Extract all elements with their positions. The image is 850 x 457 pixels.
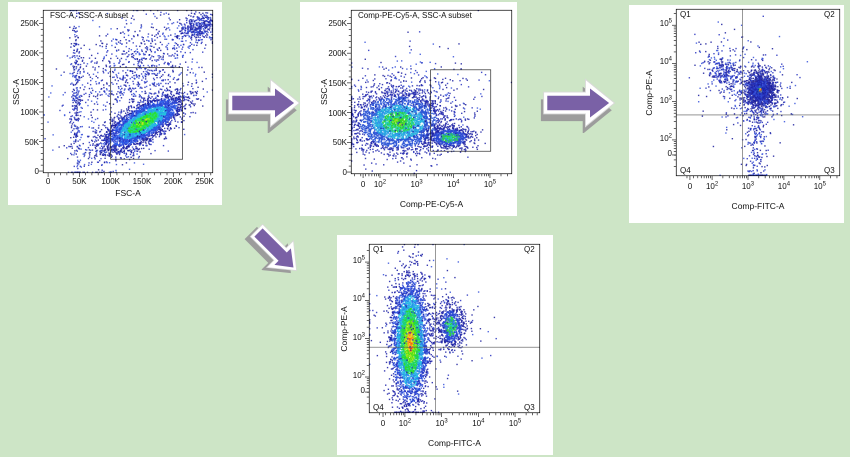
x-tick-label: 100K	[101, 177, 121, 186]
plot-panel-pecy5-ssc: Comp-PE-Cy5-A, SSC-A subset SSC-A Comp-P…	[300, 2, 517, 216]
x-axis-label: Comp-PE-Cy5-A	[399, 199, 464, 209]
y-axis-label: Comp-PE-A	[644, 69, 654, 116]
plot-title: Comp-PE-Cy5-A, SSC-A subset	[358, 11, 472, 20]
plot-title: FSC-A, SSC-A subset	[50, 11, 129, 20]
y-tick-label: 104	[659, 56, 672, 67]
workflow-arrow-right-1-icon	[225, 73, 305, 133]
y-tick-label: 100K	[20, 107, 39, 117]
quadrant-label-q2: Q2	[824, 10, 835, 19]
y-tick-label: 0	[667, 148, 672, 158]
plot-panel-fitc-pe-lower: Comp-PE-A Comp-FITC-A Q1 Q2 Q3 Q4 0 102 10…	[337, 235, 553, 455]
y-tick-label: 150K	[328, 78, 347, 88]
y-tick-label: 100K	[328, 108, 347, 118]
y-tick-label: 0	[34, 167, 39, 177]
y-tick-label: 104	[352, 293, 365, 304]
x-tick-label: 150K	[132, 177, 152, 186]
arrow-down-right-icon	[244, 223, 297, 274]
x-tick-label: 0	[380, 419, 386, 428]
x-tick-label: 0	[687, 182, 693, 191]
quadrant-label-q3: Q3	[824, 166, 835, 175]
x-tick-label: 103	[435, 418, 448, 428]
y-tick-label: 150K	[20, 78, 39, 88]
y-tick-label: 250K	[328, 19, 347, 29]
x-axis-label: Comp-FITC-A	[428, 438, 481, 448]
x-tick-label: 102	[398, 418, 412, 428]
x-tick-label: 104	[472, 418, 485, 428]
x-tick-label: 105	[508, 418, 522, 428]
workflow-arrow-right-2-icon	[540, 73, 620, 133]
y-tick-label: 105	[659, 18, 672, 29]
y-tick-label: 103	[659, 95, 672, 105]
x-tick-label: 104	[777, 181, 791, 191]
y-tick-label: 50K	[24, 137, 39, 147]
quadrant-label-q3: Q3	[524, 403, 535, 412]
quadrant-label-q2: Q2	[524, 245, 535, 254]
x-tick-label: 200K	[163, 177, 183, 186]
x-tick-label: 250K	[195, 177, 214, 186]
x-tick-label: 103	[741, 181, 755, 191]
plot-panel-fitc-pe-upper: Comp-PE-A Comp-FITC-A Q1 Q2 Q3 Q4 0 102 10…	[629, 5, 844, 223]
arrow-fill	[547, 88, 610, 118]
y-tick-label: 102	[352, 370, 365, 380]
y-tick-label: 200K	[20, 48, 39, 58]
quadrant-label-q1: Q1	[373, 245, 384, 254]
plot-panel-fsc-ssc: FSC-A, SSC-A subset SSC-A FSC-A 0 50K 100K…	[8, 2, 222, 205]
arrow-fill	[232, 88, 295, 118]
y-tick-label: 250K	[20, 19, 39, 29]
x-tick-label: 0	[360, 180, 366, 189]
scatter-plot-canvas[interactable]	[300, 2, 517, 216]
arrow-right-icon	[540, 78, 616, 133]
y-tick-label: 105	[352, 255, 365, 266]
arrow-right-icon	[225, 78, 301, 133]
y-tick-label: 50K	[332, 138, 347, 148]
quadrant-label-q4: Q4	[373, 403, 384, 412]
x-axis-label: Comp-FITC-A	[731, 201, 785, 211]
x-tick-label: 0	[45, 177, 51, 186]
y-tick-label: 200K	[328, 49, 347, 59]
quadrant-label-q4: Q4	[680, 166, 691, 175]
x-axis-label: FSC-A	[115, 188, 141, 198]
quadrant-label-q1: Q1	[680, 10, 691, 19]
x-tick-label: 50K	[72, 177, 87, 186]
scatter-plot-canvas[interactable]	[337, 235, 553, 455]
x-tick-label: 105	[813, 181, 826, 191]
y-tick-label: 103	[352, 332, 365, 342]
x-tick-label: 105	[483, 179, 497, 189]
y-tick-label: 0	[360, 386, 365, 396]
scatter-plot-canvas[interactable]	[8, 2, 222, 205]
y-tick-label: 102	[659, 133, 672, 143]
x-tick-label: 104	[447, 179, 460, 189]
scatter-plot-canvas[interactable]	[629, 5, 844, 223]
y-axis-label: Comp-PE-A	[339, 305, 349, 352]
x-tick-label: 103	[410, 179, 423, 189]
arrow-fill	[254, 228, 294, 268]
y-tick-label: 0	[342, 168, 347, 178]
x-tick-label: 102	[705, 181, 719, 191]
x-tick-label: 102	[373, 179, 387, 189]
workflow-arrow-down-right-icon	[244, 223, 311, 277]
